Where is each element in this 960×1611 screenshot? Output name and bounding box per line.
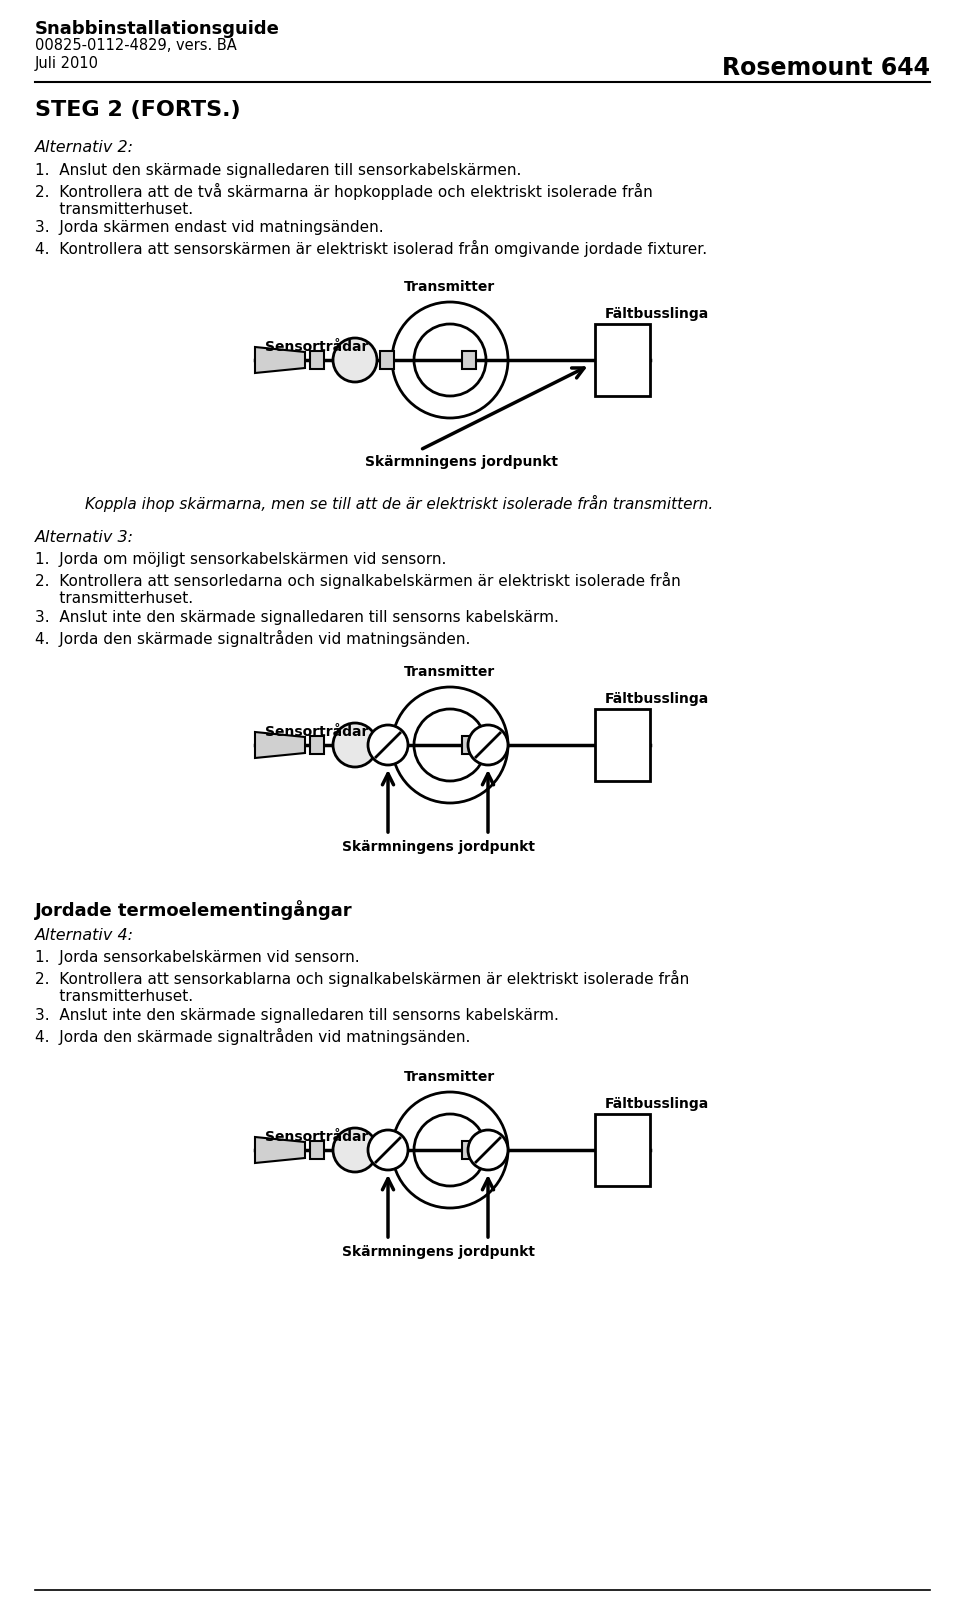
- Text: Koppla ihop skärmarna, men se till att de är elektriskt isolerade från transmitt: Koppla ihop skärmarna, men se till att d…: [85, 495, 713, 512]
- Bar: [380, 1141, 394, 1158]
- Bar: [380, 736, 394, 754]
- Text: Transmitter: Transmitter: [404, 280, 495, 293]
- Bar: [595, 709, 650, 781]
- Bar: [310, 351, 324, 369]
- Text: 1.  Jorda sensorkabelskärmen vid sensorn.: 1. Jorda sensorkabelskärmen vid sensorn.: [35, 950, 360, 965]
- Text: Sensortrådar: Sensortrådar: [265, 1129, 369, 1144]
- Text: 1.  Anslut den skärmade signalledaren till sensorkabelskärmen.: 1. Anslut den skärmade signalledaren til…: [35, 163, 521, 177]
- Bar: [462, 351, 476, 369]
- Text: STEG 2 (FORTS.): STEG 2 (FORTS.): [35, 100, 241, 119]
- Bar: [595, 324, 650, 396]
- Text: Alternativ 4:: Alternativ 4:: [35, 928, 134, 942]
- Text: 2.  Kontrollera att de två skärmarna är hopkopplade och elektriskt isolerade frå: 2. Kontrollera att de två skärmarna är h…: [35, 184, 653, 217]
- Text: Fältbusslinga: Fältbusslinga: [605, 1097, 709, 1112]
- Text: Sensortrådar: Sensortrådar: [265, 340, 369, 354]
- Circle shape: [468, 1129, 508, 1170]
- Bar: [380, 351, 394, 369]
- Text: Juli 2010: Juli 2010: [35, 56, 99, 71]
- Bar: [462, 736, 476, 754]
- Text: Fältbusslinga: Fältbusslinga: [605, 308, 709, 321]
- Circle shape: [414, 709, 486, 781]
- Polygon shape: [255, 346, 305, 374]
- Text: 4.  Jorda den skärmade signaltråden vid matningsänden.: 4. Jorda den skärmade signaltråden vid m…: [35, 1028, 470, 1046]
- Text: Skärmningens jordpunkt: Skärmningens jordpunkt: [365, 454, 558, 469]
- Polygon shape: [255, 731, 305, 759]
- Polygon shape: [255, 1137, 305, 1163]
- Text: Transmitter: Transmitter: [404, 1070, 495, 1084]
- Circle shape: [368, 1129, 408, 1170]
- Text: Sensortrådar: Sensortrådar: [265, 725, 369, 739]
- Bar: [462, 1141, 476, 1158]
- Bar: [310, 1141, 324, 1158]
- Text: Jordade termoelementingångar: Jordade termoelementingångar: [35, 901, 352, 920]
- Circle shape: [368, 725, 408, 765]
- Text: Transmitter: Transmitter: [404, 665, 495, 678]
- Text: 4.  Jorda den skärmade signaltråden vid matningsänden.: 4. Jorda den skärmade signaltråden vid m…: [35, 630, 470, 648]
- Text: 3.  Anslut inte den skärmade signalledaren till sensorns kabelskärm.: 3. Anslut inte den skärmade signalledare…: [35, 611, 559, 625]
- Text: Skärmningens jordpunkt: Skärmningens jordpunkt: [342, 839, 535, 854]
- Text: 00825-0112-4829, vers. BA: 00825-0112-4829, vers. BA: [35, 39, 237, 53]
- Circle shape: [333, 338, 377, 382]
- Bar: [310, 736, 324, 754]
- Text: Fältbusslinga: Fältbusslinga: [605, 693, 709, 706]
- Text: 2.  Kontrollera att sensorledarna och signalkabelskärmen är elektriskt isolerade: 2. Kontrollera att sensorledarna och sig…: [35, 572, 681, 606]
- Circle shape: [414, 324, 486, 396]
- Text: 1.  Jorda om möjligt sensorkabelskärmen vid sensorn.: 1. Jorda om möjligt sensorkabelskärmen v…: [35, 553, 446, 567]
- Circle shape: [414, 1113, 486, 1186]
- Text: Snabbinstallationsguide: Snabbinstallationsguide: [35, 19, 280, 39]
- Circle shape: [468, 725, 508, 765]
- Text: Alternativ 3:: Alternativ 3:: [35, 530, 134, 545]
- Bar: [595, 1113, 650, 1186]
- Circle shape: [333, 1128, 377, 1171]
- Text: Skärmningens jordpunkt: Skärmningens jordpunkt: [342, 1245, 535, 1260]
- Text: 3.  Jorda skärmen endast vid matningsänden.: 3. Jorda skärmen endast vid matningsände…: [35, 221, 384, 235]
- Text: Rosemount 644: Rosemount 644: [722, 56, 930, 81]
- Text: 2.  Kontrollera att sensorkablarna och signalkabelskärmen är elektriskt isolerad: 2. Kontrollera att sensorkablarna och si…: [35, 970, 689, 1004]
- Circle shape: [333, 723, 377, 767]
- Text: Alternativ 2:: Alternativ 2:: [35, 140, 134, 155]
- Text: 4.  Kontrollera att sensorskärmen är elektriskt isolerad från omgivande jordade : 4. Kontrollera att sensorskärmen är elek…: [35, 240, 708, 258]
- Text: 3.  Anslut inte den skärmade signalledaren till sensorns kabelskärm.: 3. Anslut inte den skärmade signalledare…: [35, 1008, 559, 1023]
